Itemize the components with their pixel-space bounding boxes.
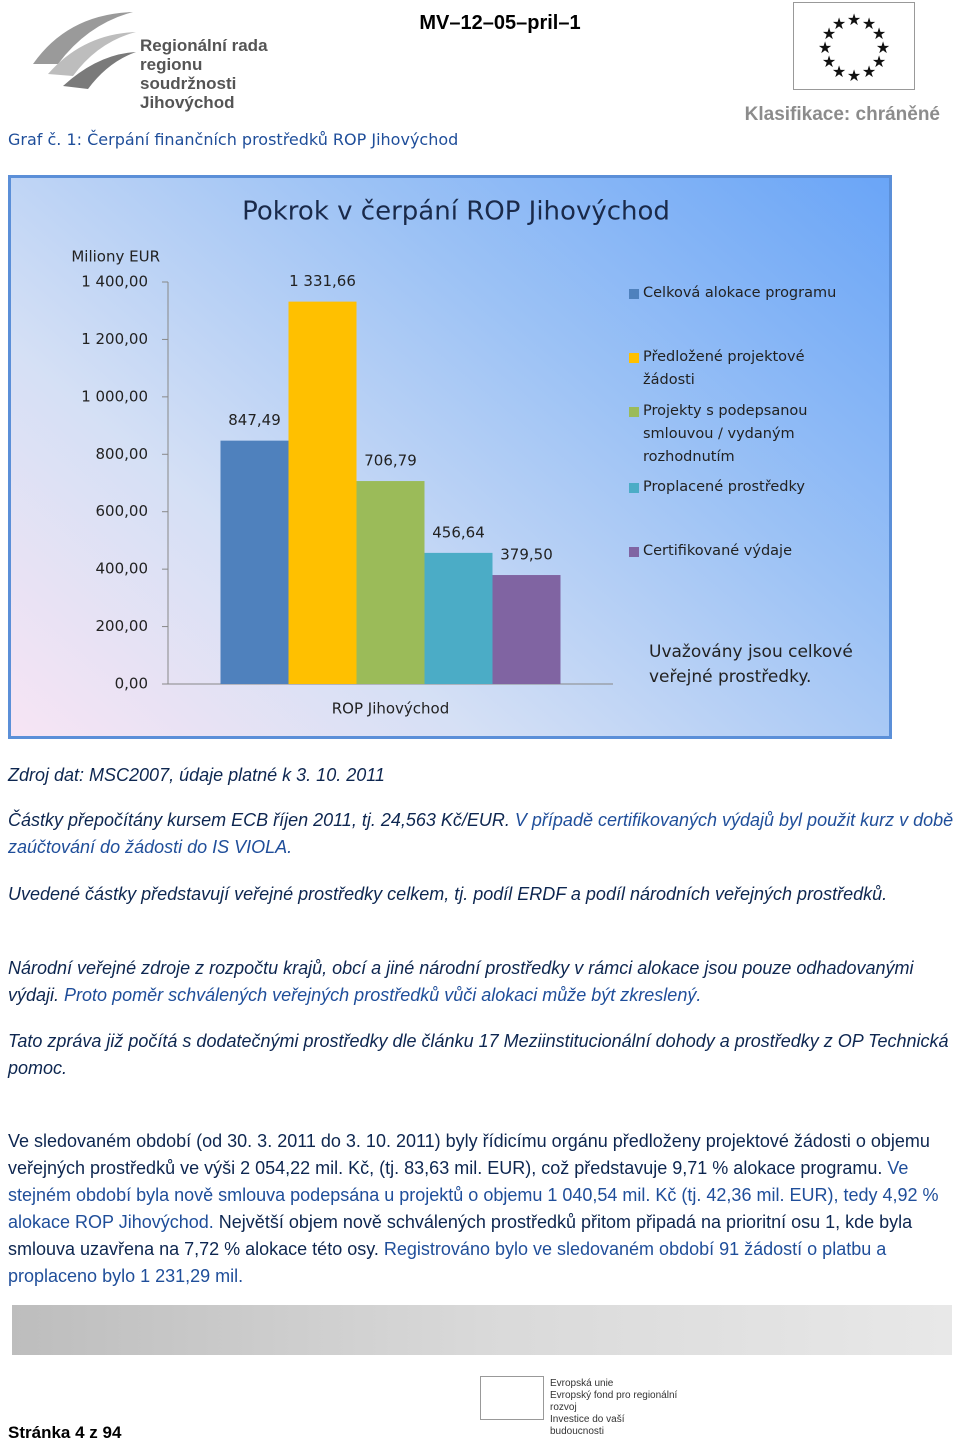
svg-text:★: ★	[832, 14, 846, 33]
svg-text:★: ★	[876, 38, 890, 57]
legend-item: Předložené projektové žádosti	[629, 346, 843, 392]
svg-text:★: ★	[872, 24, 886, 43]
y-tick-label: 400,00	[96, 560, 149, 578]
sentence: Ve sledovaném období (od 30. 3. 2011 do …	[8, 1131, 930, 1178]
legend-label: Předložené projektové žádosti	[643, 349, 805, 388]
value-label: 847,49	[228, 411, 281, 429]
bar	[288, 301, 357, 684]
bar	[356, 481, 425, 684]
legend-label: Certifikované výdaje	[643, 543, 792, 559]
y-tick-label: 200,00	[96, 617, 149, 635]
legend-swatch	[629, 289, 639, 299]
value-label: 456,64	[432, 523, 485, 541]
y-tick-label: 600,00	[96, 502, 149, 520]
svg-text:★: ★	[818, 38, 832, 57]
y-tick-label: 1 000,00	[81, 387, 148, 405]
sentence: Registrováno bylo ve sledovaném období 9…	[8, 1239, 887, 1286]
legend-swatch	[629, 547, 639, 557]
legend-item: Certifikované výdaje	[629, 540, 843, 563]
svg-text:★: ★	[832, 62, 846, 81]
legend-item: Celková alokace programu	[629, 282, 843, 305]
logo-line: Regionální rada	[140, 36, 268, 55]
legend-item: Proplacené prostředky	[629, 476, 843, 499]
sentence: Ve stejném období byla nově smlouva pode…	[8, 1158, 939, 1232]
svg-text:★: ★	[862, 14, 876, 33]
caption: Graf č. 1: Čerpání finančních prostředků…	[8, 130, 459, 149]
footer-band	[12, 1305, 952, 1355]
chart-svg: Pokrok v čerpání ROP Jihovýchod Miliony …	[71, 197, 670, 718]
legend-swatch	[629, 483, 639, 493]
annotation: Uvažovány jsou celkové veřejné prostředk…	[649, 642, 853, 687]
doc-id: MV–12–05–pril–1	[419, 12, 581, 34]
logo-graphic	[33, 12, 136, 89]
logo-line: Jihovýchod	[140, 93, 235, 112]
legend-label: Celková alokace programu	[643, 285, 837, 301]
footer-logo-line: Investice do vaší budoucnosti	[550, 1414, 625, 1437]
note-sentence: Národní veřejné zdroje z rozpočtu krajů,…	[8, 958, 914, 1005]
note: Národní veřejné zdroje z rozpočtu krajů,…	[8, 955, 956, 1009]
note-sentence: Tato zpráva již počítá s dodatečnými pro…	[8, 1031, 949, 1078]
note-sentence: Proto poměr schválených veřejných prostř…	[64, 985, 702, 1005]
sentence: Největší objem nově schválených prostřed…	[8, 1212, 913, 1259]
bar	[492, 575, 561, 684]
svg-text:★: ★	[872, 52, 886, 71]
y-tick-label: 0,00	[115, 675, 148, 693]
svg-text:★: ★	[847, 66, 861, 85]
note: Částky přepočítány kursem ECB říjen 2011…	[8, 807, 956, 861]
svg-text:★: ★	[847, 10, 861, 29]
svg-text:★: ★	[822, 52, 836, 71]
y-tick-label: 1 400,00	[81, 273, 148, 291]
paragraph: Ve sledovaném období (od 30. 3. 2011 do …	[8, 1128, 956, 1290]
legend-swatch	[629, 407, 639, 417]
value-label: 1 331,66	[289, 272, 356, 290]
footer-logo: Evropská unie Evropský fond pro regionál…	[480, 1376, 680, 1437]
y-tick-label: 1 200,00	[81, 330, 148, 348]
legend-label: Proplacené prostředky	[643, 479, 805, 495]
note: Tato zpráva již počítá s dodatečnými pro…	[8, 1028, 956, 1082]
footer-logo-line: Evropská unie	[550, 1378, 614, 1389]
logo-line: regionu soudržnosti	[140, 55, 237, 93]
note: Uvedené částky představují veřejné prost…	[8, 881, 956, 908]
value-label: 379,50	[500, 546, 553, 564]
legend-label: Projekty s podepsanou smlouvou / vydaným…	[643, 403, 808, 465]
x-tick-label: ROP Jihovýchod	[332, 700, 450, 718]
note-sentence: V případě certifikovaných výdajů byl pou…	[8, 810, 954, 857]
note-sentence: Uvedené částky představují veřejné prost…	[8, 884, 888, 904]
svg-text:★: ★	[862, 62, 876, 81]
footer-logo-line: Evropský fond pro regionální rozvoj	[550, 1390, 678, 1413]
footer-flag	[480, 1376, 544, 1420]
chart-title: Pokrok v čerpání ROP Jihovýchod	[242, 197, 670, 227]
page-number: Stránka 4 z 94	[8, 1423, 122, 1442]
note-sentence: Částky přepočítány kursem ECB říjen 2011…	[8, 810, 510, 830]
eu-flag: ★ ★ ★ ★ ★ ★ ★ ★ ★ ★ ★ ★	[793, 2, 915, 90]
svg-text:★: ★	[822, 24, 836, 43]
y-axis-title: Miliony EUR	[71, 248, 160, 266]
logo: Regionální rada regionu soudržnosti Jiho…	[28, 4, 293, 112]
eu-stars: ★ ★★★★★★★★★★★	[818, 10, 890, 85]
bar	[424, 552, 493, 684]
classification: Klasifikace: chráněné	[744, 104, 940, 125]
value-label: 706,79	[364, 452, 417, 470]
legend-swatch	[629, 353, 639, 363]
y-tick-label: 800,00	[96, 445, 149, 463]
chart: Pokrok v čerpání ROP Jihovýchod Miliony …	[8, 175, 892, 739]
source: Zdroj dat: MSC2007, údaje platné k 3. 10…	[8, 765, 385, 785]
bar	[220, 440, 289, 684]
legend-item: Projekty s podepsanou smlouvou / vydaným…	[629, 400, 843, 469]
